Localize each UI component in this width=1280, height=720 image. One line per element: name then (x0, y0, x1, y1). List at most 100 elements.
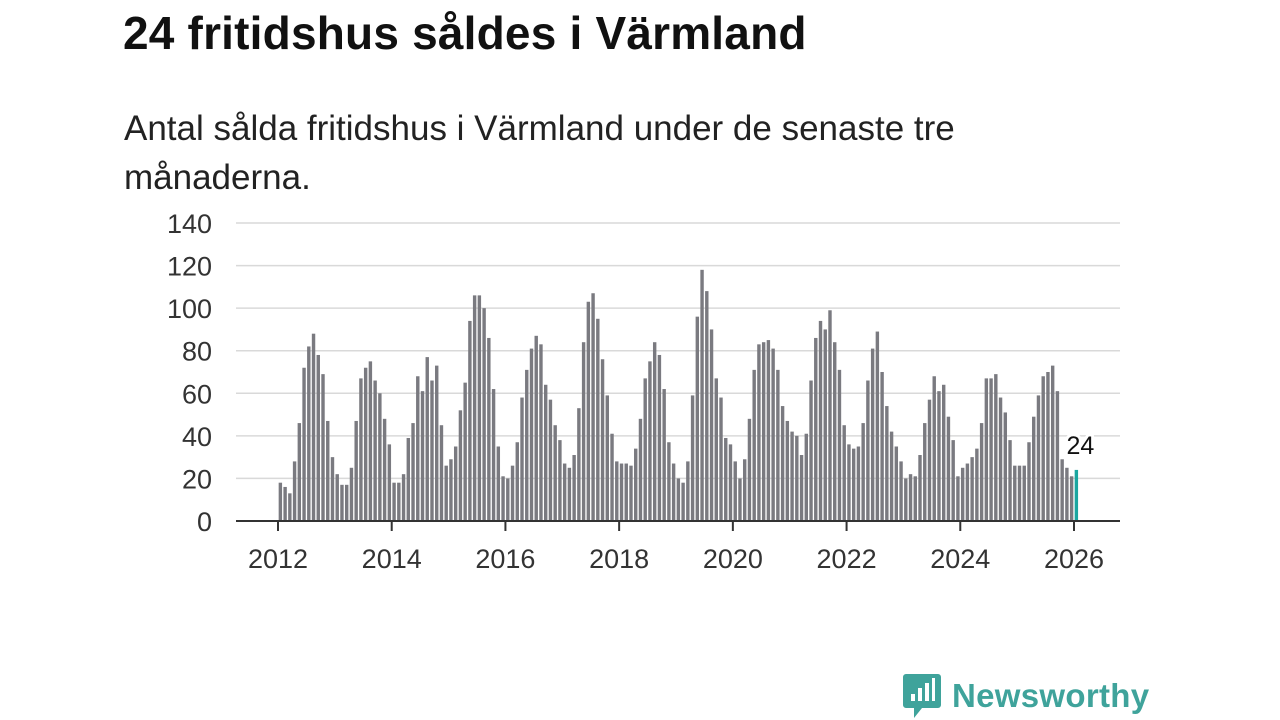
y-tick-label: 120 (167, 252, 212, 282)
bar (378, 393, 382, 521)
bar (515, 442, 519, 521)
bar (828, 310, 832, 521)
bar (624, 463, 628, 521)
bar (335, 474, 339, 521)
bar (681, 482, 685, 521)
bar (975, 448, 979, 521)
bar (406, 437, 411, 521)
bar (965, 463, 970, 521)
bar (525, 369, 529, 521)
bar (321, 374, 325, 521)
bar (989, 378, 993, 521)
bar (472, 295, 477, 521)
y-tick-label: 140 (167, 209, 212, 239)
bar (842, 425, 846, 521)
bar (894, 446, 899, 521)
bar (652, 342, 657, 521)
bar (453, 446, 458, 521)
bar (714, 378, 718, 521)
bar (496, 446, 501, 521)
bar (634, 448, 638, 521)
bar (979, 423, 984, 521)
bar (705, 291, 709, 521)
bar (577, 408, 581, 521)
bar (889, 431, 894, 521)
bar (420, 391, 425, 521)
chart-title: 24 fritidshus såldes i Värmland (123, 7, 807, 59)
bar (600, 359, 605, 521)
bar (330, 457, 335, 521)
bar (809, 380, 813, 521)
bar (444, 465, 448, 521)
bar (302, 367, 306, 521)
bar (477, 295, 482, 521)
bar (657, 354, 662, 521)
y-axis-ticks: 0 20 40 60 80 100 120 140 (167, 209, 212, 537)
bar (435, 365, 439, 521)
bar (757, 344, 761, 521)
bar (861, 423, 865, 521)
bar (833, 342, 837, 521)
bar (923, 423, 927, 521)
bar (491, 389, 496, 521)
bar (695, 316, 700, 521)
bar (1003, 412, 1008, 521)
bar (956, 476, 960, 521)
bar (776, 369, 780, 521)
x-tick-label: 2024 (930, 544, 990, 574)
bar (510, 465, 515, 521)
bar (311, 333, 316, 521)
bar (411, 423, 415, 521)
bar (392, 482, 396, 521)
bar (605, 395, 610, 521)
bar (795, 435, 799, 521)
bar (1022, 465, 1026, 521)
bar (619, 463, 624, 521)
bar (870, 348, 875, 521)
bar (804, 433, 809, 521)
x-tick-label: 2022 (817, 544, 877, 574)
bar (439, 425, 444, 521)
bar (501, 476, 505, 521)
bar (363, 367, 368, 521)
bar (1013, 465, 1017, 521)
bar (292, 461, 297, 521)
bar (913, 476, 917, 521)
bar (316, 354, 320, 521)
bar (586, 301, 591, 521)
bar (1008, 440, 1012, 521)
bar (548, 399, 553, 521)
bar (927, 399, 932, 521)
bar (951, 440, 955, 521)
x-tick-label: 2014 (362, 544, 422, 574)
bar (785, 420, 790, 521)
bar (278, 482, 283, 521)
bar (799, 455, 804, 521)
bar (340, 484, 344, 521)
bar (468, 320, 472, 521)
bar (998, 397, 1003, 521)
bar (463, 382, 467, 521)
bar (326, 420, 330, 521)
bar (960, 467, 965, 521)
bar (904, 478, 908, 521)
bar (382, 418, 387, 521)
bar (572, 455, 576, 521)
bar (397, 482, 401, 521)
bar (615, 461, 619, 521)
bar (283, 486, 287, 521)
bar (1017, 465, 1022, 521)
bar (425, 357, 429, 521)
bar (1041, 376, 1045, 521)
bar (941, 384, 946, 521)
bar (354, 420, 358, 521)
brand: Newsworthy (902, 672, 1149, 720)
bar (349, 467, 354, 521)
bar (875, 331, 880, 521)
y-tick-label: 60 (182, 379, 212, 409)
bar (733, 461, 737, 521)
bar (430, 380, 434, 521)
bar (671, 463, 676, 521)
y-tick-label: 80 (182, 337, 212, 367)
